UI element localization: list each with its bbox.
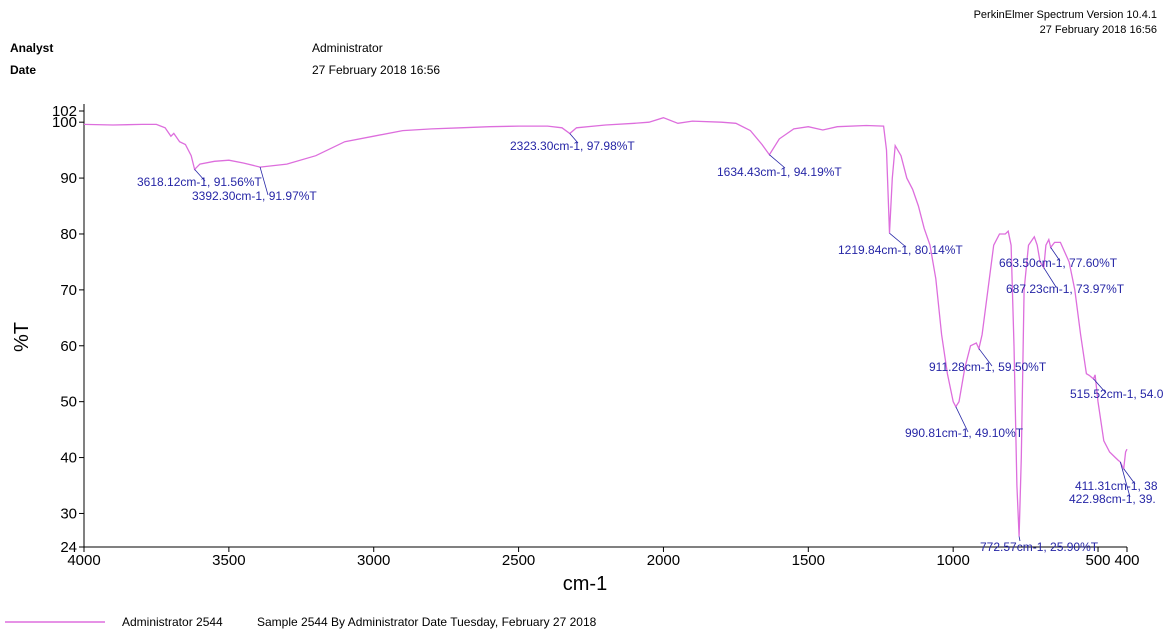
peak-leader: [889, 232, 907, 248]
peak-leader: [1093, 378, 1107, 394]
peak-label: 2323.30cm-1, 97.98%T: [510, 139, 635, 153]
peak-label: 687.23cm-1, 73.97%T: [1006, 282, 1125, 296]
y-tick-label: 90: [60, 170, 77, 187]
peak-label: 663.50cm-1, 77.60%T: [999, 256, 1118, 270]
x-tick-label: 4000: [67, 552, 100, 569]
x-tick-label: 3000: [357, 552, 390, 569]
y-tick-label: 80: [60, 226, 77, 243]
software-version: PerkinElmer Spectrum Version 10.4.1: [974, 9, 1157, 21]
analyst-label: Analyst: [10, 41, 53, 55]
x-tick-label: 500: [1086, 552, 1111, 569]
peak-label: 911.28cm-1, 59.50%T: [929, 360, 1047, 374]
x-tick-label: 3500: [212, 552, 245, 569]
spectrum-line: [83, 117, 1128, 537]
peak-label: 411.31cm-1, 38: [1075, 479, 1158, 493]
x-axis-label: cm-1: [563, 573, 607, 595]
peak-leader: [978, 348, 993, 367]
legend-name: Administrator 2544: [122, 615, 223, 629]
peak-leader: [1050, 247, 1061, 262]
peak-label: 422.98cm-1, 39.: [1069, 492, 1156, 506]
x-tick-label: 2000: [647, 552, 680, 569]
y-tick-label: 100: [52, 114, 77, 131]
peak-leader: [569, 133, 579, 144]
peak-label: 1219.84cm-1, 80.14%T: [838, 243, 963, 257]
peak-label: 3618.12cm-1, 91.56%T: [137, 175, 262, 189]
analyst-value: Administrator: [312, 41, 383, 55]
y-tick-label: 40: [60, 450, 77, 467]
peak-leader: [259, 166, 269, 196]
y-axis-label: %T: [11, 322, 33, 352]
x-tick-label: 400: [1114, 552, 1139, 569]
y-tick-label: 70: [60, 282, 77, 299]
report-timestamp: 27 February 2018 16:56: [1040, 24, 1157, 36]
x-tick-label: 1500: [792, 552, 825, 569]
y-tick-label: 60: [60, 338, 77, 355]
y-tick-label: 24: [60, 539, 77, 556]
peak-label: 772.57cm-1, 25.90%T: [980, 540, 1099, 554]
date-label: Date: [10, 63, 36, 77]
peak-label: 515.52cm-1, 54.07%T: [1070, 387, 1163, 401]
peak-leader: [955, 406, 969, 433]
peak-leader: [1043, 267, 1057, 288]
peak-label: 990.81cm-1, 49.10%T: [905, 426, 1024, 440]
peak-leader: [769, 154, 786, 169]
legend-description: Sample 2544 By Administrator Date Tuesda…: [257, 615, 597, 629]
peak-leader: [1018, 536, 1021, 542]
y-tick-label: 102: [52, 103, 77, 120]
y-tick-label: 30: [60, 505, 77, 522]
peak-leader: [1123, 468, 1136, 485]
x-tick-label: 1000: [936, 552, 969, 569]
peak-label: 1634.43cm-1, 94.19%T: [717, 165, 842, 179]
date-value: 27 February 2018 16:56: [312, 63, 440, 77]
y-tick-label: 50: [60, 394, 77, 411]
peak-leader: [1119, 461, 1131, 498]
x-tick-label: 2500: [502, 552, 535, 569]
peak-label: 3392.30cm-1, 91.97%T: [192, 189, 317, 203]
peak-leader: [194, 169, 206, 182]
